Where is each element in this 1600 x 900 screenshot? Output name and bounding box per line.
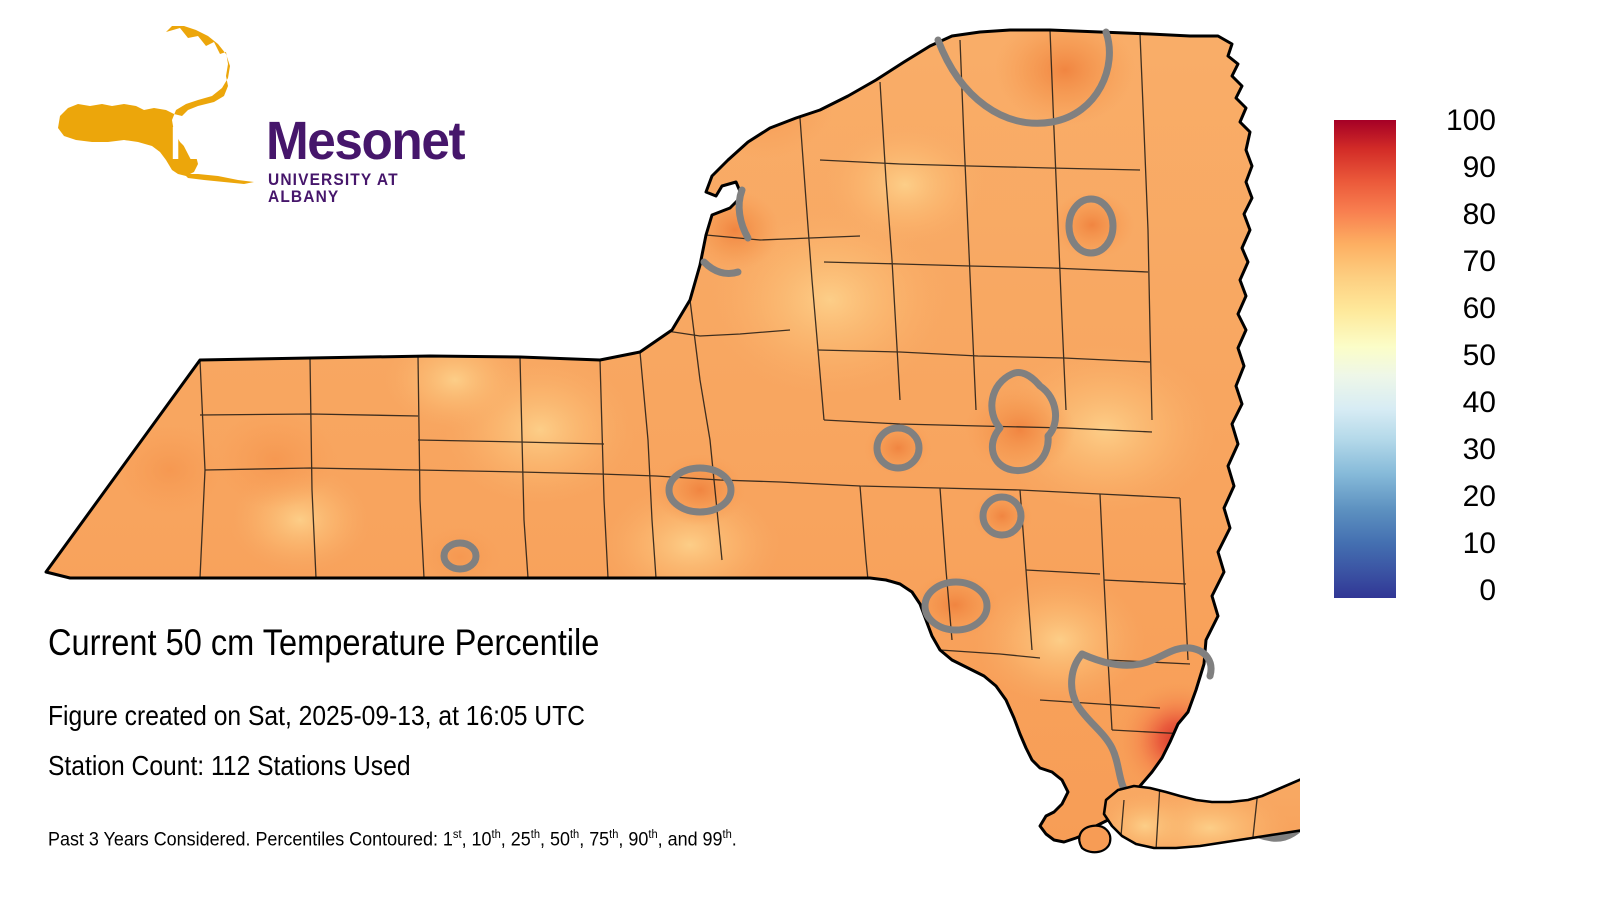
percentile-cell-warm bbox=[995, 30, 1135, 125]
percentile-cell-light bbox=[975, 575, 1145, 705]
colorbar-tick-40: 40 bbox=[1462, 386, 1496, 419]
footnote-p10: 10 bbox=[471, 828, 492, 851]
percentile-cell-mid bbox=[115, 426, 225, 514]
colorbar-tick-10: 10 bbox=[1462, 527, 1496, 560]
footnote-p99-suffix: th bbox=[722, 827, 732, 841]
contour-75th-lake-ontario bbox=[735, 186, 752, 242]
contour-99th-hudson-west bbox=[1068, 650, 1132, 800]
colorbar-tick-50: 50 bbox=[1462, 339, 1496, 372]
state-outline bbox=[44, 28, 1254, 844]
percentile-maximum-hudson-valley bbox=[1116, 680, 1240, 800]
footnote-lead: Past 3 Years Considered. Percentiles Con… bbox=[48, 828, 443, 851]
ny-percentile-map bbox=[44, 28, 1300, 854]
percentile-contour-lines bbox=[440, 28, 1300, 842]
percentile-cell-mid bbox=[420, 527, 500, 587]
contour-75th-oswego bbox=[700, 258, 742, 278]
contour-90th-mohawk bbox=[1065, 195, 1117, 257]
percentile-cell-warm bbox=[965, 385, 1075, 475]
footnote-and: and bbox=[667, 828, 703, 851]
contour-90th-finger-lakes bbox=[873, 424, 923, 472]
colorbar-tick-30: 30 bbox=[1462, 433, 1496, 466]
footnote-p10-suffix: th bbox=[491, 827, 501, 841]
colorbar-gradient bbox=[1334, 120, 1396, 598]
contour-90th-capital-region bbox=[988, 369, 1060, 475]
contour-90th-north-country bbox=[934, 28, 1113, 127]
footnote-p25: 25 bbox=[510, 828, 531, 851]
long-island-map-group bbox=[1102, 756, 1300, 850]
station-count-line: Station Count: 112 Stations Used bbox=[48, 750, 411, 781]
county-boundaries bbox=[199, 30, 1191, 735]
colorbar-container: 100 90 80 70 60 50 40 30 20 10 0 bbox=[1334, 106, 1564, 606]
percentile-cell-mid bbox=[695, 42, 835, 158]
footnote-p90-suffix: th bbox=[648, 827, 658, 841]
logo-university-text: UNIVERSITY AT ALBANY bbox=[268, 171, 399, 206]
contour-90th-delaware bbox=[921, 578, 991, 634]
ny-state-logo-shape-icon bbox=[58, 26, 254, 184]
colorbar-tick-100: 100 bbox=[1445, 104, 1496, 137]
contour-90th-southern-tier bbox=[665, 464, 735, 516]
colorbar-tick-90: 90 bbox=[1462, 151, 1496, 184]
colorbar-tick-70: 70 bbox=[1462, 245, 1496, 278]
footnote-p90: 90 bbox=[628, 828, 649, 851]
contour-90th-catskills bbox=[979, 493, 1025, 539]
footnote-p1: 1 bbox=[442, 828, 453, 851]
nys-mesonet-logo: NYS Mesonet UNIVERSITY AT ALBANY bbox=[48, 24, 466, 205]
percentile-cell-light bbox=[825, 123, 985, 247]
figure-created-timestamp: Figure created on Sat, 2025-09-13, at 16… bbox=[48, 700, 585, 731]
colorbar-tick-60: 60 bbox=[1462, 292, 1496, 325]
percentile-cell-light bbox=[600, 485, 780, 605]
footnote-p75: 75 bbox=[589, 828, 610, 851]
footnote-p50: 50 bbox=[549, 828, 570, 851]
percentile-cell-light bbox=[1104, 792, 1195, 848]
percentile-cell-mid bbox=[213, 412, 337, 508]
contour-footnote: Past 3 Years Considered. Percentiles Con… bbox=[48, 827, 737, 851]
small-islands-group bbox=[1078, 824, 1112, 854]
long-island-outline bbox=[1102, 778, 1300, 850]
colorbar-tick-80: 80 bbox=[1462, 198, 1496, 231]
footnote-p99: 99 bbox=[702, 828, 723, 851]
staten-island bbox=[1078, 824, 1112, 854]
contour-99th-hudson-north bbox=[1078, 644, 1215, 680]
logo-mesonet-text: Mesonet bbox=[266, 111, 466, 171]
figure-title: Current 50 cm Temperature Percentile bbox=[48, 622, 600, 663]
footnote-p75-suffix: th bbox=[609, 827, 619, 841]
percentile-cell-light bbox=[385, 330, 525, 430]
contour-90th-west bbox=[440, 539, 480, 573]
logo-nys-text: NYS bbox=[170, 117, 255, 169]
footnote-end: . bbox=[731, 828, 737, 851]
footnote-p1-suffix: st bbox=[452, 827, 462, 841]
footnote-p25-suffix: th bbox=[530, 827, 540, 841]
footnote-p50-suffix: th bbox=[569, 827, 580, 841]
colorbar-tick-0: 0 bbox=[1479, 574, 1496, 607]
colorbar-tick-20: 20 bbox=[1462, 480, 1496, 513]
